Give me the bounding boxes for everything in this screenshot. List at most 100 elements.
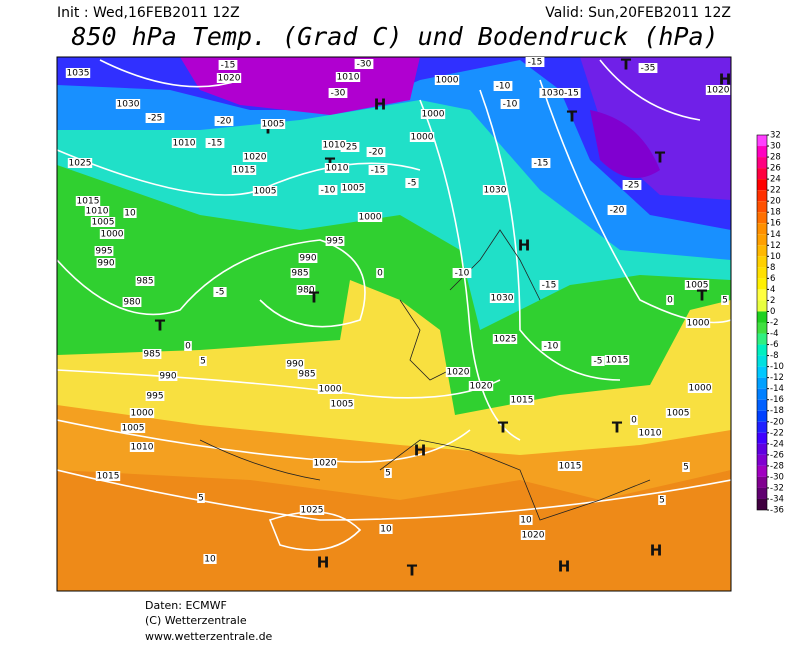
colorbar-label: -32 bbox=[770, 483, 784, 493]
label-box bbox=[354, 59, 374, 69]
pressure-center: T bbox=[309, 289, 320, 307]
contour-label: 1030 bbox=[117, 100, 140, 110]
label-box bbox=[357, 212, 383, 222]
contour-label: 1015 bbox=[97, 472, 120, 482]
contour-label: 1000 bbox=[319, 385, 342, 395]
contour-label: -25 bbox=[148, 114, 163, 124]
map-title: 850 hPa Temp. (Grad C) und Bodendruck (h… bbox=[71, 22, 718, 51]
label-box bbox=[340, 183, 366, 193]
label-box bbox=[420, 109, 446, 119]
label-box bbox=[252, 186, 278, 196]
contour-label: 1020 bbox=[447, 368, 470, 378]
contour-label: 1010 bbox=[323, 141, 346, 151]
pressure-center: H bbox=[414, 442, 427, 460]
label-box bbox=[591, 356, 605, 366]
contour-label: 990 bbox=[159, 372, 176, 382]
colorbar-cell bbox=[757, 399, 767, 411]
label-box bbox=[213, 287, 227, 297]
contour-label: 985 bbox=[291, 269, 308, 279]
colorbar-label: -22 bbox=[770, 428, 784, 438]
contour-label: 1015 bbox=[77, 197, 100, 207]
label-box bbox=[665, 408, 691, 418]
colorbar-cell bbox=[757, 256, 767, 268]
contour-label: 1000 bbox=[687, 319, 710, 329]
label-box bbox=[285, 359, 305, 369]
label-box bbox=[531, 158, 551, 168]
contour-label: -30 bbox=[357, 60, 372, 70]
colorbar-cell bbox=[757, 300, 767, 312]
label-box bbox=[142, 349, 162, 359]
label-box bbox=[299, 505, 325, 515]
contour-label: -15 bbox=[221, 61, 236, 71]
label-box bbox=[317, 384, 343, 394]
contour-label: -20 bbox=[369, 148, 384, 158]
label-box bbox=[539, 88, 581, 98]
colorbar-cell bbox=[757, 421, 767, 433]
label-box bbox=[666, 295, 674, 305]
label-box bbox=[607, 205, 627, 215]
label-box bbox=[705, 85, 731, 95]
contour-label: 995 bbox=[95, 247, 112, 257]
label-box bbox=[298, 253, 318, 263]
contour-label: 1010 bbox=[326, 164, 349, 174]
colorbar-label: -2 bbox=[770, 318, 778, 328]
pressure-center: H bbox=[650, 542, 663, 560]
contour-label: -15 bbox=[542, 281, 557, 291]
contour-label: 980 bbox=[123, 298, 140, 308]
label-box bbox=[290, 268, 310, 278]
label-box bbox=[637, 428, 663, 438]
colorbar-cell bbox=[757, 278, 767, 290]
label-box bbox=[115, 99, 141, 109]
colorbar-cell bbox=[757, 146, 767, 158]
label-box bbox=[405, 178, 419, 188]
contour-label: 1010 bbox=[173, 139, 196, 149]
contour-label: -15 bbox=[208, 139, 223, 149]
colorbar-label: 8 bbox=[770, 263, 775, 273]
colorbar-label: 24 bbox=[770, 175, 781, 185]
contour-label: 1000 bbox=[101, 230, 124, 240]
label-box bbox=[184, 341, 192, 351]
colorbar-cell bbox=[757, 322, 767, 334]
contour-label: 1015 bbox=[559, 462, 582, 472]
colorbar-label: -34 bbox=[770, 494, 784, 504]
contour-label: 10 bbox=[204, 555, 216, 565]
contour-label: 0 bbox=[377, 269, 383, 279]
contour-label: -10 bbox=[455, 269, 470, 279]
label-box bbox=[318, 185, 338, 195]
colorbar-label: -8 bbox=[770, 351, 778, 361]
label-box bbox=[122, 297, 142, 307]
colorbar-label: -28 bbox=[770, 461, 784, 471]
contour-label: 10 bbox=[380, 525, 392, 535]
contour-label: 1020 bbox=[244, 153, 267, 163]
pressure-center: T bbox=[655, 149, 666, 167]
contour-label: -10 bbox=[503, 100, 518, 110]
contour-label: -10 bbox=[321, 186, 336, 196]
valid-time: Valid: Sun,20FEB2011 12Z bbox=[545, 5, 731, 21]
contour-label: 5 bbox=[198, 494, 204, 504]
colorbar-label: -30 bbox=[770, 472, 784, 482]
contour-label: -20 bbox=[217, 117, 232, 127]
data-source: Daten: ECMWF bbox=[145, 599, 227, 612]
contour-label: -10 bbox=[496, 82, 511, 92]
colorbar-cell bbox=[757, 234, 767, 246]
contour-label: 985 bbox=[298, 370, 315, 380]
contour-label: 1005 bbox=[667, 409, 690, 419]
label-box bbox=[260, 119, 286, 129]
label-box bbox=[684, 280, 710, 290]
colorbar-cell bbox=[757, 212, 767, 224]
colorbar-label: -26 bbox=[770, 450, 784, 460]
website: www.wetterzentrale.de bbox=[145, 630, 273, 643]
pressure-center: H bbox=[719, 71, 732, 89]
pressure-center: T bbox=[407, 562, 418, 580]
init-time: Init : Wed,16FEB2011 12Z bbox=[57, 5, 240, 21]
label-box bbox=[145, 113, 165, 123]
label-box bbox=[557, 461, 583, 471]
contour-label: 5 bbox=[385, 469, 391, 479]
contour-label: 0 bbox=[631, 416, 637, 426]
colorbar-cell bbox=[757, 289, 767, 301]
pressure-center: H bbox=[317, 554, 330, 572]
pressure-center: T bbox=[621, 56, 632, 74]
contour-label: 1005 bbox=[686, 281, 709, 291]
colorbar-label: 14 bbox=[770, 230, 781, 240]
label-box bbox=[123, 208, 137, 218]
